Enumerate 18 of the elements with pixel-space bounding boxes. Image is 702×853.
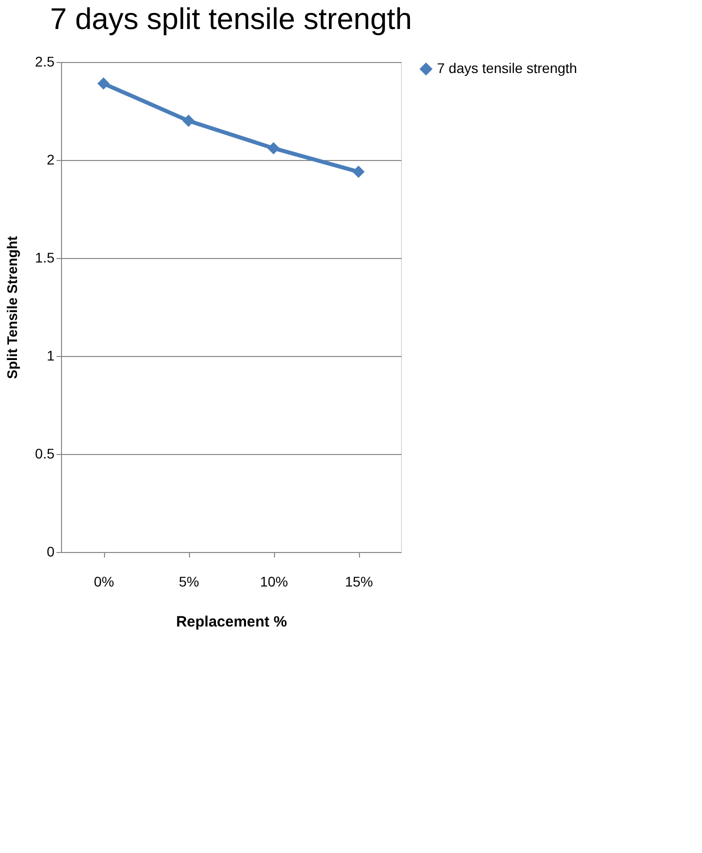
y-tick-label: 0.5 bbox=[35, 446, 55, 462]
y-tick-label: 1 bbox=[46, 348, 55, 364]
y-tick-label: 1.5 bbox=[35, 250, 55, 266]
point bbox=[267, 142, 280, 154]
y-axis-title: Split Tensile Strenght bbox=[4, 236, 20, 379]
point bbox=[182, 114, 195, 127]
x-tick-label: 0% bbox=[94, 574, 114, 590]
legend-label: 7 days tensile strength bbox=[437, 60, 578, 76]
y-tick-label: 2 bbox=[46, 152, 55, 168]
chart-title: 7 days split tensile strength bbox=[50, 3, 412, 36]
point bbox=[97, 77, 110, 90]
x-tick-label: 10% bbox=[260, 574, 288, 590]
x-tick-label: 5% bbox=[178, 574, 200, 590]
point bbox=[352, 166, 365, 178]
x-tick-label: 15% bbox=[344, 574, 374, 590]
x-axis-title: Replacement % bbox=[176, 614, 287, 630]
y-tick-label: 0 bbox=[46, 544, 55, 560]
y-tick-label: 2.5 bbox=[35, 54, 55, 70]
